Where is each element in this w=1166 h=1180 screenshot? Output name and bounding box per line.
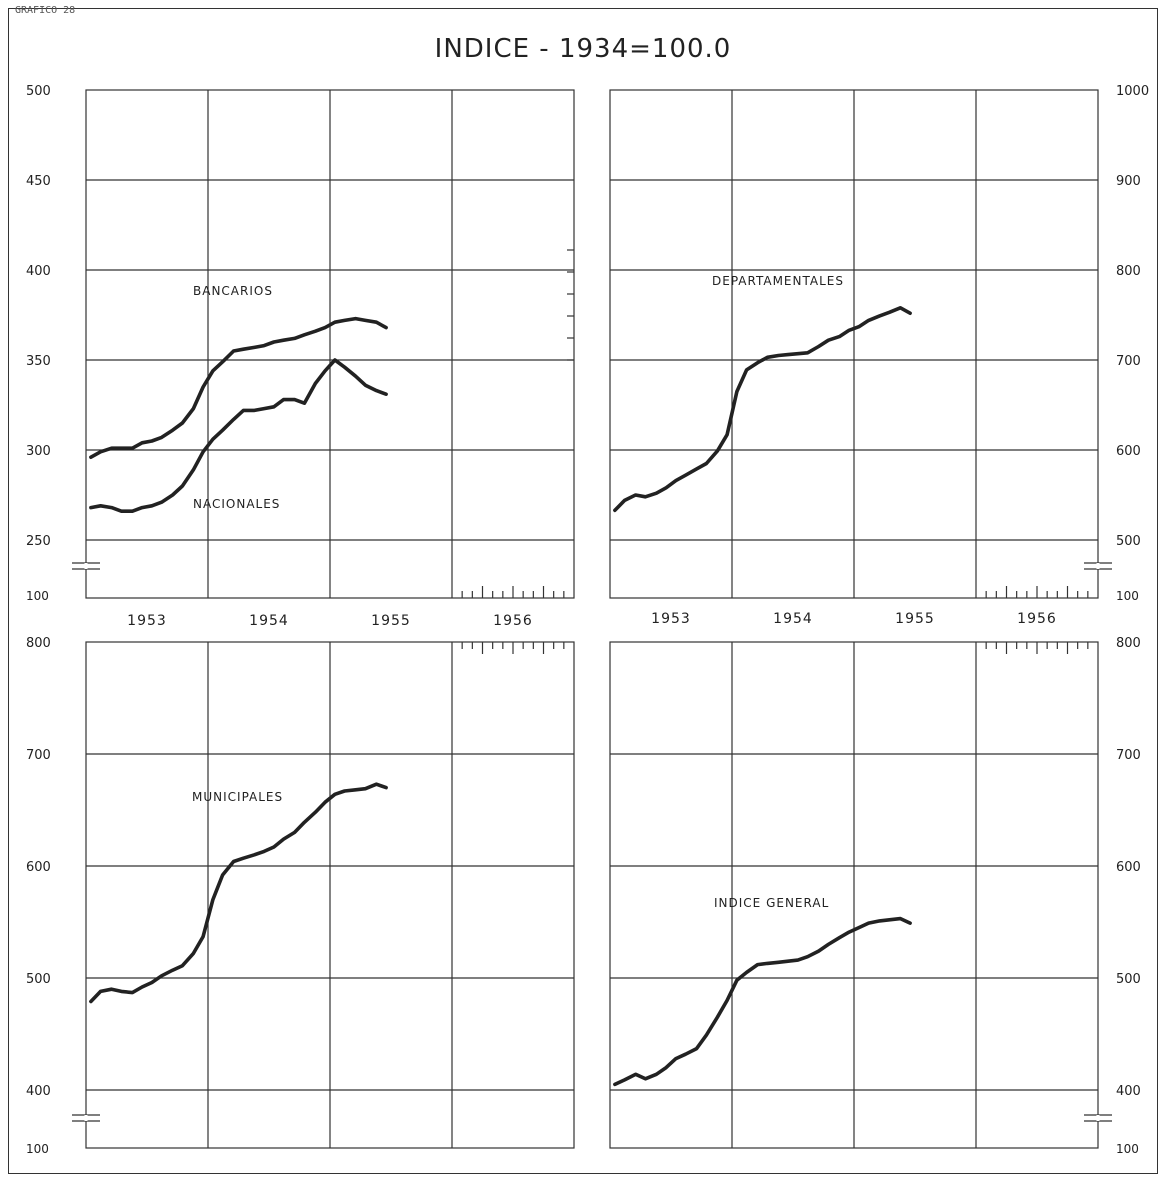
series-label: BANCARIOS (193, 284, 273, 298)
y-break-label: 100 (26, 1142, 49, 1156)
y-tick-label: 900 (1116, 174, 1141, 189)
x-tick-label: 1956 (493, 613, 533, 629)
x-tick-label: 1954 (773, 611, 813, 627)
x-tick-label: 1955 (371, 613, 411, 629)
y-break-label: 100 (1116, 589, 1139, 603)
x-tick-label: 1953 (651, 611, 691, 627)
series-line-departamentales (613, 306, 912, 513)
chart-panel-indice-general: 400 500 600 700 800 100 INDICE GENERAL (609, 636, 1141, 1156)
x-tick-label: 1954 (249, 613, 289, 629)
y-tick-label: 500 (1116, 972, 1141, 987)
series-label: DEPARTAMENTALES (712, 274, 844, 288)
y-tick-label: 350 (26, 354, 51, 369)
series-label: INDICE GENERAL (714, 896, 829, 910)
series-line-indice-general (613, 916, 912, 1087)
y-tick-label: 600 (1116, 860, 1141, 875)
y-tick-label: 300 (26, 444, 51, 459)
series-line-municipales (89, 782, 388, 1004)
series-line-bancarios (89, 316, 388, 459)
x-tick-label: 1955 (895, 611, 935, 627)
chart-frame: GRAFICO 28 (8, 5, 1158, 1174)
y-tick-label: 600 (26, 860, 51, 875)
chart-panel-departamentales: 500 600 700 800 900 1000 100 1953 1954 1955 1956 DE… (609, 84, 1149, 627)
y-tick-label: 700 (26, 748, 51, 763)
y-break-label: 100 (1116, 1142, 1139, 1156)
y-tick-label: 400 (26, 264, 51, 279)
page-title: INDICE - 1934=100.0 (434, 34, 732, 64)
chart-panel-municipales: 400 500 600 700 800 100 MUNICIPALES (26, 636, 575, 1156)
y-tick-label: 800 (1116, 264, 1141, 279)
y-tick-label: 600 (1116, 444, 1141, 459)
y-tick-label: 700 (1116, 354, 1141, 369)
y-tick-label: 450 (26, 174, 51, 189)
y-tick-label: 800 (1116, 636, 1141, 651)
chart-panel-bancarios-nacionales: 250 300 350 400 450 500 100 1953 1954 1955 1956 BAN… (26, 84, 575, 629)
y-tick-label: 400 (1116, 1084, 1141, 1099)
y-tick-label: 400 (26, 1084, 51, 1099)
y-tick-label: 250 (26, 534, 51, 549)
y-tick-label: 700 (1116, 748, 1141, 763)
series-line-nacionales (89, 358, 388, 513)
x-tick-label: 1956 (1017, 611, 1057, 627)
y-tick-label: 800 (26, 636, 51, 651)
y-break-label: 100 (26, 589, 49, 603)
figure-number: GRAFICO 28 (15, 5, 76, 16)
y-tick-label: 500 (1116, 534, 1141, 549)
y-tick-label: 500 (26, 84, 51, 99)
series-label: MUNICIPALES (192, 790, 283, 804)
x-tick-label: 1953 (127, 613, 167, 629)
series-label: NACIONALES (193, 497, 280, 511)
y-tick-label: 1000 (1116, 84, 1149, 99)
y-tick-label: 500 (26, 972, 51, 987)
